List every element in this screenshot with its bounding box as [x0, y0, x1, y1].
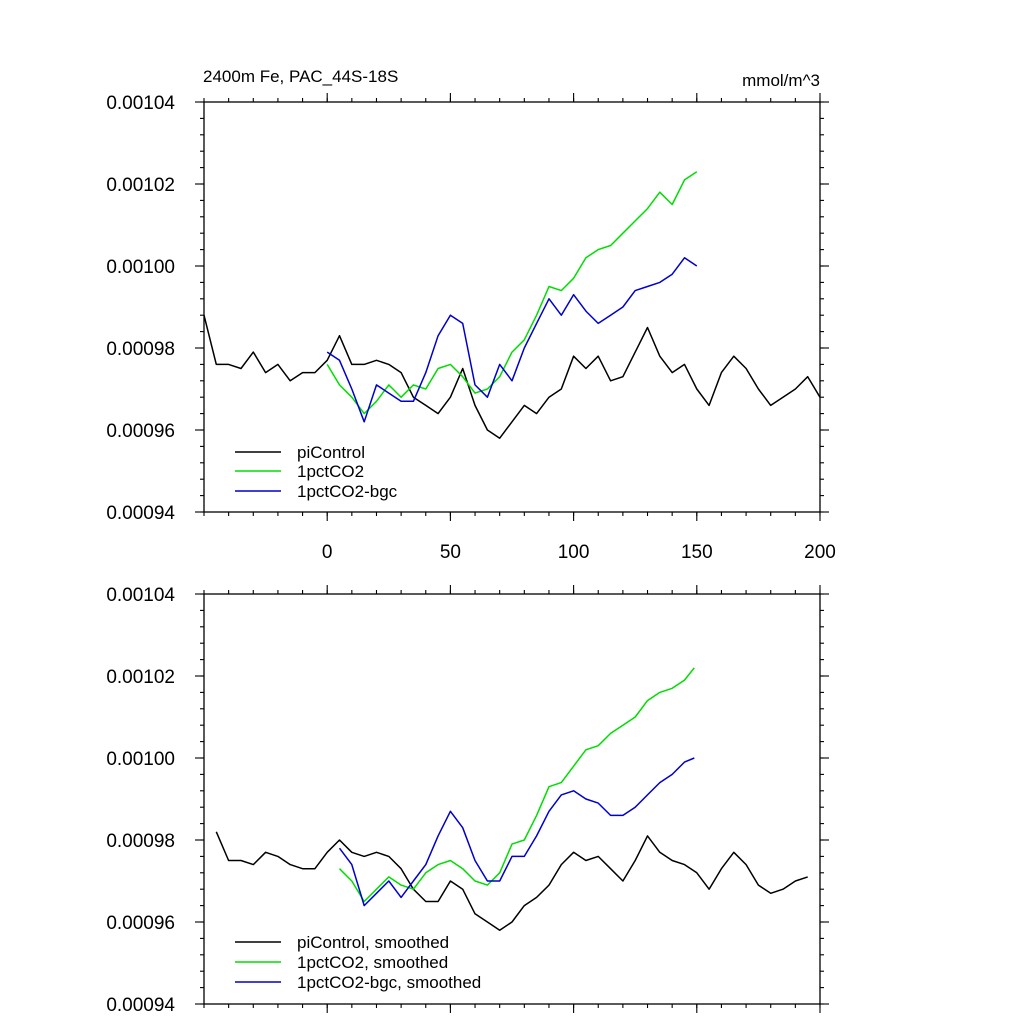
legend-label-picontrol: piControl: [297, 443, 365, 462]
y-tick-label: 0.00104: [106, 93, 175, 114]
y-tick-label: 0.00100: [106, 257, 175, 278]
x-tick-label: 150: [681, 542, 713, 563]
bottom-plot-frame: [203, 593, 821, 1005]
bottom-legend: piControl, smoothed 1pctCO2, smoothed 1p…: [235, 933, 481, 992]
x-tick-label: 0: [322, 542, 333, 563]
y-tick-label: 0.00096: [106, 421, 175, 442]
y-tick-label: 0.00100: [106, 749, 175, 770]
bottom-series-group: [215, 667, 808, 931]
y-tick-label: 0.00102: [106, 175, 175, 196]
units-label: mmol/m^3: [742, 71, 820, 90]
top-ticks: [195, 93, 829, 521]
legend-label-picontrol-smoothed: piControl, smoothed: [297, 933, 449, 952]
y-tick-label: 0.00094: [106, 995, 175, 1016]
top-panel: 0.00094 0.00096 0.00098 0.00100 0.00102 0.001…: [106, 93, 836, 563]
y-tick-label: 0.00094: [106, 503, 175, 524]
x-tick-label: 100: [558, 542, 590, 563]
y-tick-label: 0.00098: [106, 831, 175, 852]
series-line-1pctco2-bgc: [326, 257, 698, 423]
series-line-picontrol: [203, 315, 821, 439]
series-line-picontrol-smoothed: [215, 831, 808, 931]
top-y-tick-labels: 0.00094 0.00096 0.00098 0.00100 0.00102 0.001…: [106, 93, 175, 524]
bottom-panel: 0.00094 0.00096 0.00098 0.00100 0.00102 0.001…: [106, 585, 829, 1016]
top-x-tick-labels: 0 50 100 150 200: [322, 542, 836, 563]
legend-label-1pctco2-bgc-smoothed: 1pctCO2-bgc, smoothed: [297, 973, 481, 992]
bottom-y-tick-labels: 0.00094 0.00096 0.00098 0.00100 0.00102 0.001…: [106, 585, 175, 1016]
legend-label-1pctco2: 1pctCO2: [297, 462, 364, 481]
series-line-1pctco2: [326, 171, 698, 415]
top-plot-frame: [203, 101, 821, 513]
y-tick-label: 0.00098: [106, 339, 175, 360]
legend-label-1pctco2-smoothed: 1pctCO2, smoothed: [297, 953, 448, 972]
legend-label-1pctco2-bgc: 1pctCO2-bgc: [297, 482, 398, 501]
x-tick-label: 200: [804, 542, 836, 563]
top-legend: piControl 1pctCO2 1pctCO2-bgc: [235, 443, 398, 501]
series-line-1pctco2-smoothed: [338, 667, 695, 903]
top-series-group: [203, 171, 821, 439]
bottom-ticks: [195, 585, 829, 1013]
series-line-1pctco2-bgc-smoothed: [338, 757, 695, 907]
x-tick-label: 50: [440, 542, 461, 563]
y-tick-label: 0.00104: [106, 585, 175, 606]
y-tick-label: 0.00102: [106, 667, 175, 688]
chart-title: 2400m Fe, PAC_44S-18S: [203, 67, 398, 86]
y-tick-label: 0.00096: [106, 913, 175, 934]
